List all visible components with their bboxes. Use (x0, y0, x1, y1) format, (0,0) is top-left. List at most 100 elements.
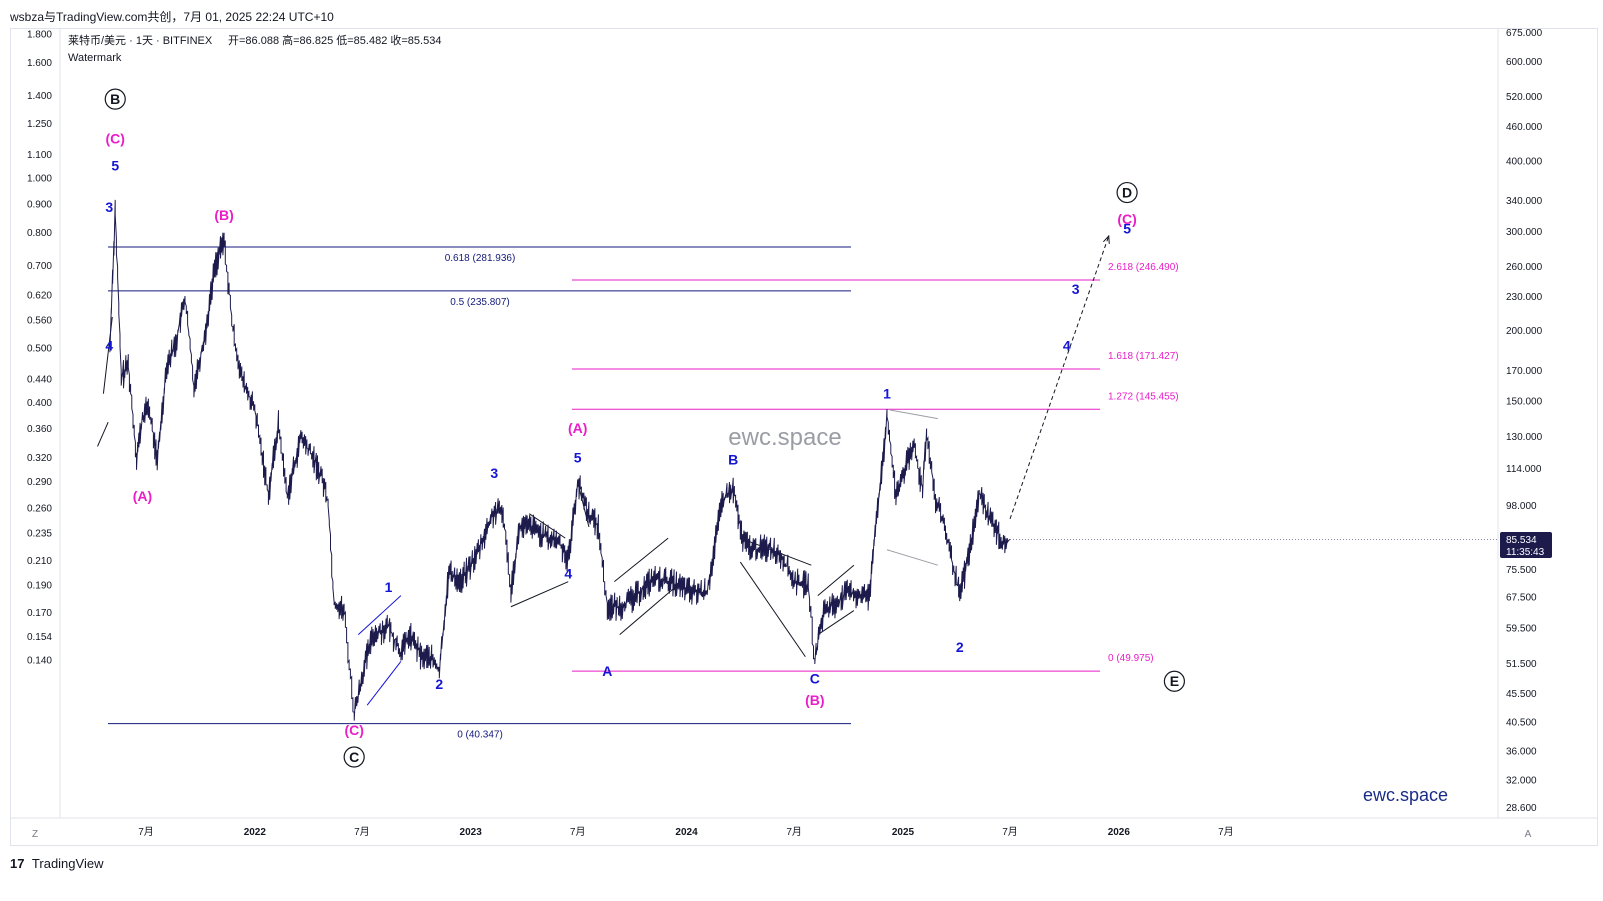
left-axis-tick: 0.500 (27, 343, 52, 354)
right-axis-tick: 114.000 (1506, 464, 1542, 475)
time-axis-tick: 7月 (354, 826, 370, 838)
left-axis-tick: 0.440 (27, 375, 52, 386)
tradingview-logo-icon: 17 (10, 856, 25, 871)
fib-line-label: 0 (49.975) (1108, 653, 1154, 664)
wave-label: B (110, 91, 120, 107)
log-scale-button-left[interactable]: Z (32, 829, 38, 840)
wave-label: 5 (111, 158, 119, 174)
triangle-line (510, 581, 569, 608)
time-axis-tick: 2024 (675, 827, 698, 838)
right-axis-tick: 460.000 (1506, 122, 1543, 133)
auto-scale-button[interactable]: A (1525, 829, 1532, 840)
left-axis-tick: 0.140 (27, 655, 52, 666)
right-axis-tick: 200.000 (1506, 326, 1543, 337)
wave-label-circle (1163, 670, 1186, 692)
left-axis-tick: 0.290 (27, 477, 52, 488)
right-axis-tick: 51.500 (1506, 659, 1537, 670)
left-axis-tick: 0.170 (27, 608, 52, 619)
time-axis-tick: 7月 (1002, 826, 1018, 838)
wave-label: (B) (805, 692, 824, 708)
right-axis-tick: 230.000 (1506, 292, 1543, 303)
last-price-badge-bg (1500, 532, 1552, 558)
tradingview-footer[interactable]: 17 TradingView (10, 855, 103, 875)
right-axis-tick: 75.500 (1506, 565, 1537, 576)
right-axis-tick: 98.000 (1506, 501, 1537, 512)
right-price-axis[interactable]: 675.000 600.000 520.000 460.000 400.000 340.0… (1506, 28, 1543, 814)
right-axis-tick: 340.000 (1506, 196, 1543, 207)
right-axis-tick: 600.000 (1506, 57, 1543, 68)
fib-line-label: 0 (40.347) (457, 730, 503, 741)
fibonacci-levels[interactable]: 0.618 (281.936) 0.5 (235.807) 0 (40.347) 2.… (108, 246, 1179, 741)
wave-label: 5 (1123, 220, 1131, 236)
left-price-axis[interactable]: 1.800 1.600 1.400 1.250 1.100 1.000 0.900 0.800… (27, 29, 52, 666)
left-axis-tick: 1.400 (27, 91, 52, 102)
right-axis-tick: 150.000 (1506, 397, 1543, 408)
channel-line-grey (889, 409, 938, 420)
right-axis-tick: 40.500 (1506, 718, 1537, 729)
corner-watermark: ewc.space (1363, 785, 1448, 805)
wave-label: 4 (105, 337, 113, 353)
legend-symbol: 莱特币/美元 · 1天 · BITFINEX (68, 33, 213, 47)
wave-label: (A) (568, 420, 587, 436)
left-axis-tick: 0.620 (27, 291, 52, 302)
time-axis-tick: 2023 (460, 827, 483, 838)
left-axis-tick: 1.600 (27, 58, 52, 69)
wave-label: 2 (956, 639, 964, 655)
wave-label: (C) (1117, 211, 1136, 227)
wedge-line (97, 421, 109, 447)
pattern-drawings[interactable] (97, 316, 938, 706)
wave-label: 5 (574, 450, 582, 466)
left-axis-tick: 0.210 (27, 556, 52, 567)
right-axis-tick: 300.000 (1506, 227, 1543, 238)
time-axis[interactable]: 7月 2022 7月 2023 7月 2024 7月 2025 7月 2026 7月 (138, 826, 1233, 838)
wave-labels: B(C)534(B)(A)(C)C12345(A)ABC(B)1234D(C)5… (104, 88, 1186, 768)
left-axis-tick: 0.190 (27, 581, 52, 592)
price-line (109, 199, 1011, 721)
wedge-line-blue (366, 661, 402, 706)
left-axis-tick: 1.100 (27, 150, 52, 161)
channel-line (817, 610, 855, 636)
legend-ohlc: 开=86.088 高=86.825 低=85.482 收=85.534 (228, 33, 441, 47)
wave-label: B (728, 452, 738, 468)
wave-label-circle (104, 88, 126, 110)
left-axis-tick: 0.235 (27, 528, 52, 539)
wave-label: 1 (883, 385, 891, 401)
wave-label: 3 (105, 199, 113, 215)
projection-line (1009, 235, 1110, 520)
time-axis-tick: 7月 (138, 826, 154, 838)
time-axis-tick: 2025 (892, 827, 915, 838)
left-axis-tick: 1.250 (27, 119, 52, 130)
right-axis-tick: 67.500 (1506, 592, 1537, 603)
right-axis-tick: 28.600 (1506, 803, 1537, 814)
wedge-line-blue (357, 595, 402, 636)
right-axis-tick: 400.000 (1506, 156, 1543, 167)
wave-label: (C) (344, 722, 363, 738)
wave-label: D (1122, 185, 1132, 201)
last-price-countdown: 11:35:43 (1506, 547, 1545, 558)
wave-label: (B) (214, 207, 233, 223)
wave-label: 3 (490, 465, 498, 481)
triangle-line (739, 561, 806, 658)
triangle-line (528, 513, 566, 539)
top-credit-bar: wsbza与TradingView.com共创，7月 01, 2025 22:2… (0, 0, 1603, 28)
left-axis-tick: 0.400 (27, 398, 52, 409)
time-axis-tick: 7月 (1218, 826, 1234, 838)
right-axis-tick: 675.000 (1506, 28, 1543, 39)
price-series (109, 199, 1498, 721)
wave-label-circle (343, 746, 365, 768)
chart-frame (10, 28, 1598, 846)
time-axis-tick: 2022 (244, 827, 267, 838)
wave-label: 4 (564, 565, 572, 581)
tradingview-brand: TradingView (31, 856, 104, 871)
legend-watermark-label: Watermark (68, 52, 122, 64)
wave-label: (C) (106, 131, 125, 147)
wave-label: C (349, 749, 359, 765)
wave-label: A (602, 663, 612, 679)
right-axis-tick: 130.000 (1506, 432, 1543, 443)
left-axis-tick: 0.560 (27, 316, 52, 327)
credit-text: wsbza与TradingView.com共创，7月 01, 2025 22:2… (10, 10, 334, 24)
right-axis-tick: 32.000 (1506, 775, 1537, 786)
time-axis-tick: 2026 (1108, 827, 1131, 838)
left-axis-tick: 0.260 (27, 504, 52, 515)
